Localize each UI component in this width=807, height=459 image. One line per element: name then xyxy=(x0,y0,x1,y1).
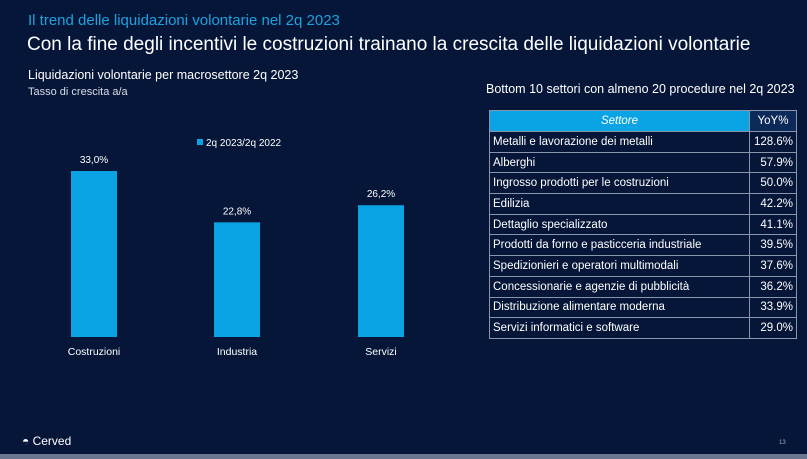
table-row: Spedizionieri e operatori multimodali 37.… xyxy=(489,255,797,277)
yoy-value: 50.0% xyxy=(749,172,797,195)
sector-name: Alberghi xyxy=(489,151,750,174)
chart-subtitle: Tasso di crescita a/a xyxy=(28,86,128,98)
data-label: 22,8% xyxy=(223,206,251,217)
yoy-value: 57.9% xyxy=(749,151,797,174)
sector-name: Metalli e lavorazione dei metalli xyxy=(489,131,750,153)
legend-swatch xyxy=(197,139,203,145)
yoy-value: 39.5% xyxy=(749,234,797,257)
table-row: Ingrosso prodotti per le costruzioni 50.0… xyxy=(489,172,797,195)
header-settore: Settore xyxy=(489,110,750,132)
table-row: Distribuzione alimentare moderna 33.9% xyxy=(489,296,797,319)
sector-name: Edilizia xyxy=(489,193,750,215)
bottom-bar xyxy=(0,454,807,459)
sector-name: Spedizionieri e operatori multimodali xyxy=(489,255,750,277)
yoy-value: 33.9% xyxy=(749,296,797,319)
legend-label: 2q 2023/2q 2022 xyxy=(206,138,282,149)
bar xyxy=(358,205,404,337)
table-row: Concessionarie e agenzie di pubblicità 36… xyxy=(489,275,797,298)
bar xyxy=(214,222,260,337)
chart-title: Liquidazioni volontarie per macrosettore… xyxy=(28,68,299,82)
sector-name: Prodotti da forno e pasticceria industri… xyxy=(489,234,750,257)
yoy-value: 41.1% xyxy=(749,213,797,236)
table-row: Alberghi 57.9% xyxy=(489,151,797,174)
category-label: Servizi xyxy=(365,346,397,358)
bar xyxy=(71,171,117,337)
category-label: Industria xyxy=(217,346,257,358)
yoy-value: 37.6% xyxy=(749,255,797,277)
table-row: Metalli e lavorazione dei metalli 128.6% xyxy=(489,131,797,153)
category-label: Costruzioni xyxy=(68,346,121,358)
sector-name: Concessionarie e agenzie di pubblicità xyxy=(489,275,750,298)
yoy-value: 42.2% xyxy=(749,193,797,215)
table-row: Servizi informatici e software 29.0% xyxy=(489,317,797,339)
page-number: 13 xyxy=(779,440,786,446)
yoy-value: 128.6% xyxy=(749,131,797,153)
kicker: Il trend delle liquidazioni volontarie n… xyxy=(28,12,340,29)
page-title: Con la fine degli incentivi le costruzio… xyxy=(27,34,751,55)
logo-mark-icon: ◓ xyxy=(22,434,30,448)
sector-table: Settore YoY% Metalli e lavorazione dei me… xyxy=(489,110,797,339)
data-label: 33,0% xyxy=(80,155,108,166)
table-row: Edilizia 42.2% xyxy=(489,193,797,215)
sector-name: Distribuzione alimentare moderna xyxy=(489,296,750,319)
sector-name: Ingrosso prodotti per le costruzioni xyxy=(489,172,750,195)
yoy-value: 36.2% xyxy=(749,275,797,298)
header-yoy: YoY% xyxy=(749,110,797,132)
table-title: Bottom 10 settori con almeno 20 procedur… xyxy=(486,82,795,96)
cerved-logo: ◓ Cerved xyxy=(22,434,71,448)
yoy-value: 29.0% xyxy=(749,317,797,339)
logo-text: Cerved xyxy=(32,434,72,448)
table-row: Prodotti da forno e pasticceria industri… xyxy=(489,234,797,257)
sector-name: Servizi informatici e software xyxy=(489,317,750,339)
bar-chart: 2q 2023/2q 2022 33,0% Costruzioni 22,8% Indu… xyxy=(68,138,404,358)
table-row: Dettaglio specializzato 41.1% xyxy=(489,213,797,236)
sector-name: Dettaglio specializzato xyxy=(489,213,750,236)
data-label: 26,2% xyxy=(367,189,395,200)
